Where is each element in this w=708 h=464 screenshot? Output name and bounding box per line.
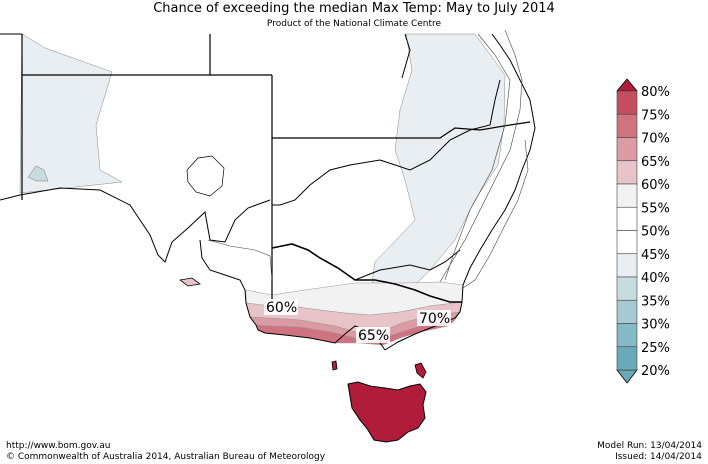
legend-label: 55% — [641, 201, 670, 216]
legend-label: 65% — [641, 155, 670, 170]
coastline-gulfs — [199, 239, 386, 351]
legend-label: 45% — [641, 248, 670, 263]
legend-label: 20% — [641, 364, 670, 379]
contour-label-70: 70% — [419, 311, 450, 327]
contour-labels: 60% 65% 70% — [264, 299, 451, 344]
legend-swatch — [616, 253, 638, 278]
legend-swatch — [616, 160, 638, 185]
legend-swatch — [616, 323, 638, 348]
contour-45 — [444, 33, 511, 281]
coastline-southwest — [0, 187, 271, 263]
copyright-notice: © Commonwealth of Australia 2014, Austra… — [6, 452, 326, 462]
king-island — [331, 360, 338, 371]
source-url: http://www.bom.gov.au — [6, 441, 111, 451]
footer-right: Model Run: 13/04/2014 Issued: 14/04/2014 — [597, 441, 702, 463]
contour-50 — [439, 29, 523, 283]
region-40-45-northwest — [19, 33, 123, 194]
lake-outline — [186, 155, 225, 197]
flinders-island — [414, 362, 427, 379]
legend-swatch — [616, 206, 638, 231]
legend-swatch — [616, 183, 638, 208]
legend-arrow-bottom — [616, 369, 638, 384]
legend-swatch — [616, 90, 638, 115]
region-40-45-east — [371, 33, 506, 291]
legend-label: 70% — [641, 132, 670, 147]
legend-label: 50% — [641, 225, 670, 240]
legend-label: 80% — [641, 85, 670, 100]
region-35-blob — [27, 165, 49, 182]
footer-left: http://www.bom.gov.au © Commonwealth of … — [6, 441, 325, 463]
chart-subtitle: Product of the National Climate Centre — [266, 19, 442, 29]
legend-arrow-top — [616, 78, 638, 92]
legend-swatch — [616, 276, 638, 301]
colorbar-legend: 80% 75% 70% 65% 60% 55% 50% 45% 40% 35% 30% 25% 20% — [616, 78, 670, 384]
legend-label: 60% — [641, 178, 670, 193]
legend-swatch — [616, 113, 638, 138]
tasmania — [347, 381, 427, 443]
contour-55-east — [462, 139, 529, 289]
legend-swatch — [616, 137, 638, 162]
legend-label: 35% — [641, 294, 670, 309]
legend-swatch — [616, 299, 638, 324]
contour-gulf — [207, 239, 273, 281]
issued-date: Issued: 14/04/2014 — [615, 452, 702, 462]
river-darling — [272, 79, 501, 206]
contour-label-65: 65% — [358, 328, 389, 344]
model-run-date: Model Run: 13/04/2014 — [597, 441, 702, 451]
border-qld-nsw — [272, 121, 531, 139]
contour-label-60: 60% — [266, 300, 297, 316]
legend-swatch — [616, 346, 638, 371]
legend-label: 40% — [641, 271, 670, 286]
kangaroo-island — [179, 277, 201, 287]
legend-label: 30% — [641, 318, 670, 333]
coastline-north — [0, 33, 411, 79]
legend-swatch — [616, 230, 638, 255]
chart-title: Chance of exceeding the median Max Temp:… — [153, 1, 555, 16]
river-lachlan — [354, 249, 461, 281]
legend-label: 25% — [641, 341, 670, 356]
legend-label: 75% — [641, 108, 670, 123]
border-nsw-vic — [271, 243, 462, 303]
